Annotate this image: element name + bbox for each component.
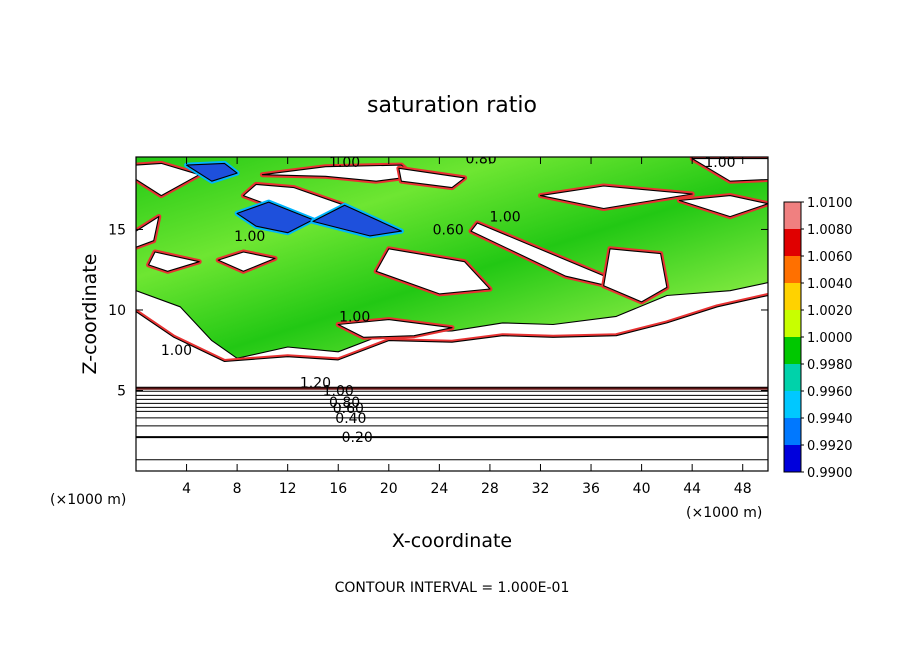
colorbar-segment	[784, 364, 801, 392]
contour-interval-note: CONTOUR INTERVAL = 1.000E-01	[335, 580, 570, 596]
contour-label: 0.60	[433, 222, 464, 238]
x-axis-label: X-coordinate	[392, 530, 512, 552]
region-subsaturated-10	[539, 185, 693, 210]
x-tick-label: 44	[683, 481, 701, 497]
plot-area: 1.00 0.80 1.001.00 0.601.001.001.001.201.00…	[136, 152, 768, 471]
x-tick-label: 28	[481, 481, 499, 497]
x-tick-label: 4	[182, 481, 191, 497]
x-tick-label: 12	[279, 481, 297, 497]
x-tick-label: 40	[633, 481, 651, 497]
y-axis-label: Z-coordinate	[79, 254, 101, 375]
contour-label: 0.80	[465, 152, 496, 168]
x-tick-label: 8	[233, 481, 242, 497]
region-subsaturated-15	[136, 216, 160, 248]
x-tick-label: 20	[380, 481, 398, 497]
region-subsaturated-12	[603, 248, 668, 303]
colorbar-segment	[784, 445, 801, 473]
colorbar-segment	[784, 310, 801, 338]
region-subsaturated-2	[136, 162, 200, 197]
region-subsaturated-6	[398, 167, 466, 189]
contour-label: 1.00	[704, 155, 735, 171]
region-dry_deep-16	[236, 201, 314, 234]
y-tick-label: 5	[117, 383, 126, 399]
colorbar-label: 0.9960	[807, 385, 853, 400]
colorbar-segment	[784, 202, 801, 230]
contour-label: 0.40	[335, 411, 366, 427]
contour-label: 0.20	[342, 430, 373, 446]
x-unit-left: (×1000 m)	[50, 492, 126, 508]
region-subsaturated-1	[136, 294, 768, 388]
plot-frame	[135, 156, 769, 472]
y-tick-label: 10	[108, 303, 126, 319]
colorbar-segment	[784, 391, 801, 419]
region-dry_deep-18	[186, 162, 238, 182]
colorbar-segment	[784, 337, 801, 365]
region-subsaturated-7	[148, 251, 200, 272]
colorbar-segment	[784, 229, 801, 257]
colorbar-label: 0.9920	[807, 439, 853, 454]
colorbar-segment	[784, 256, 801, 284]
contour-label: 1.00	[234, 229, 265, 245]
contour-label: 1.00	[323, 383, 354, 399]
region-subsaturated-5	[470, 222, 630, 292]
contour-label: 0.60	[333, 401, 364, 417]
x-tick-label: 24	[430, 481, 448, 497]
x-tick-label: 16	[329, 481, 347, 497]
region-subsaturated-14	[337, 319, 453, 338]
x-tick-label: 32	[532, 481, 550, 497]
contour-label: 1.00	[339, 309, 370, 325]
contour-label: 1.00	[161, 343, 192, 359]
colorbar-label: 0.9940	[807, 412, 853, 427]
colorbar-segment	[784, 283, 801, 311]
region-subsaturated-9	[375, 248, 491, 295]
contour-label: 1.00	[490, 210, 521, 226]
contour-label: 1.00	[329, 155, 360, 171]
contour-label: 0.80	[329, 395, 360, 411]
y-tick-label: 15	[108, 222, 126, 238]
colorbar-segment	[784, 418, 801, 446]
colorbar-label: 1.0040	[807, 277, 853, 292]
colorbar-label: 1.0100	[807, 196, 853, 211]
region-dry_deep-17	[312, 204, 402, 237]
colorbar-label: 1.0000	[807, 331, 853, 346]
colorbar-label: 1.0080	[807, 223, 853, 238]
x-tick-label: 36	[582, 481, 600, 497]
contour-label: 1.20	[300, 375, 331, 391]
colorbar-label: 0.9900	[807, 466, 853, 481]
colorbar-label: 0.9980	[807, 358, 853, 373]
x-unit-right: (×1000 m)	[686, 505, 762, 521]
x-tick-label: 48	[734, 481, 752, 497]
colorbar-label: 1.0020	[807, 304, 853, 319]
colorbar: 1.0100 1.0080 1.0060 1.0040 1.0020 1.0000 0.99…	[783, 196, 853, 481]
region-subsaturated-11	[678, 195, 768, 218]
region-subsaturated-8	[217, 251, 276, 272]
colorbar-label: 1.0060	[807, 250, 853, 265]
chart-title: saturation ratio	[367, 93, 537, 118]
